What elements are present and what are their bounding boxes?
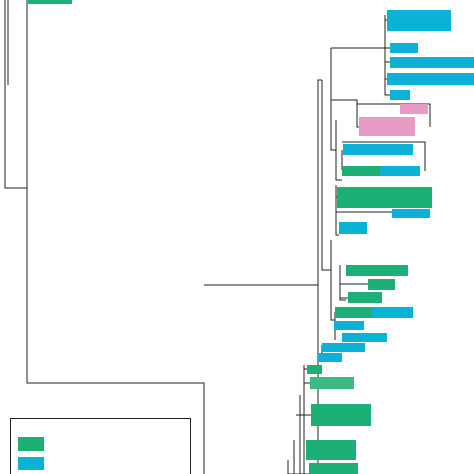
- bar: [372, 307, 413, 318]
- bar: [387, 73, 474, 85]
- legend: [10, 418, 191, 474]
- bar: [307, 365, 322, 374]
- bar: [343, 144, 413, 155]
- bar: [306, 440, 356, 460]
- bar: [339, 222, 367, 234]
- tree-bars: [28, 0, 474, 474]
- bar: [380, 166, 420, 176]
- bar: [310, 377, 354, 389]
- bar: [390, 57, 474, 68]
- legend-swatch: [18, 457, 44, 470]
- bar: [322, 343, 365, 352]
- bar: [28, 0, 72, 4]
- bar: [311, 404, 371, 426]
- legend-swatch: [18, 437, 44, 451]
- bar: [400, 104, 428, 114]
- bar: [335, 307, 372, 318]
- bar: [368, 279, 395, 290]
- bar: [342, 333, 387, 342]
- bar: [337, 187, 432, 208]
- bar: [387, 10, 451, 31]
- bar: [392, 209, 430, 218]
- bar: [318, 353, 342, 362]
- bar: [346, 265, 408, 276]
- bar: [359, 117, 415, 136]
- legend-box: [10, 418, 191, 474]
- bar: [348, 292, 382, 303]
- bar: [309, 463, 358, 474]
- bar: [390, 43, 418, 53]
- bar: [390, 90, 410, 100]
- bar: [342, 166, 380, 176]
- bar: [334, 321, 364, 330]
- tree-branches: [4, 0, 431, 474]
